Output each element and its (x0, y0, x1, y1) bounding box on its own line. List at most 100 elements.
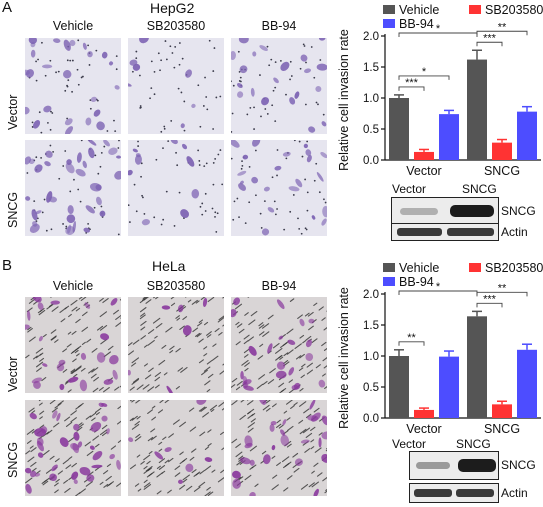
y-tick-label: 1.0 (363, 93, 379, 105)
bar-sncg-sb203580 (492, 404, 512, 418)
legend-entry-bb-94: BB-94 (383, 17, 434, 31)
panel-b-col-label-bb94: BB-94 (261, 279, 297, 293)
significance-bracket: * (398, 23, 478, 37)
panel-a-blot-label-sncg: SNCG (501, 204, 536, 218)
panel-a-col-label-bb94: BB-94 (261, 19, 297, 33)
panel-b-micrograph-vector-vehicle (20, 293, 127, 393)
panel-a-row-label-vector: Vector (6, 94, 20, 130)
bar-sncg-vehicle (467, 59, 487, 161)
panel-b-invasion-bar-chart: Vehicle SB203580 BB-94 Relative cell invasi… (337, 261, 543, 436)
panel-a-col-label-vehicle: Vehicle (52, 19, 94, 33)
svg-text:BB-94: BB-94 (399, 17, 434, 31)
bar-vector-bb-94 (439, 114, 459, 160)
panel-a-blot-lane-vector: Vector (392, 182, 427, 196)
bar-vector-sb203580 (414, 151, 434, 160)
y-axis-label: Relative cell invasion rate (337, 287, 351, 429)
svg-text:*: * (422, 66, 427, 78)
y-axis-label: Relative cell invasion rate (337, 29, 351, 171)
legend-entry-bb-94: BB-94 (383, 275, 434, 289)
panel-a-blot-lane-sncg: SNCG (462, 182, 497, 196)
legend-entry-sb203580: SB203580 (469, 3, 543, 17)
panel-letter-b: B (2, 257, 13, 274)
panel-b-blot-label-actin: Actin (501, 486, 528, 500)
svg-text:Vehicle: Vehicle (399, 3, 439, 17)
panel-b-blot-actin-band-vector (414, 489, 452, 497)
svg-text:*: * (436, 281, 441, 293)
legend-entry-vehicle: Vehicle (383, 261, 439, 275)
panel-a-micrograph-sncg-vehicle (24, 138, 124, 236)
panel-letter-a: A (2, 0, 13, 16)
legend-entry-sb203580: SB203580 (469, 261, 543, 275)
bar-vector-sb203580 (414, 409, 434, 418)
significance-bracket: * (398, 281, 478, 295)
panel-b-blot-sncg-band-box (409, 451, 499, 480)
bar-sncg-sb203580 (492, 142, 512, 160)
panel-b-blot-sncg-band-vector (416, 462, 450, 469)
bar-sncg-bb-94 (517, 111, 537, 160)
x-category-label: Vector (406, 422, 441, 436)
significance-bracket: *** (476, 293, 503, 308)
panel-a-blot-actin-band-sncg (447, 228, 494, 236)
x-category-label: SNCG (484, 422, 520, 436)
significance-bracket: *** (398, 77, 425, 91)
panel-b-cell-line-title: HeLa (152, 258, 186, 274)
panel-a-blot-actin-band-vector (397, 228, 442, 236)
panel-a-micrograph-sncg-sb203580 (126, 137, 224, 236)
panel-a-micrograph-vector-sb203580 (124, 33, 224, 134)
panel-b-blot-lane-vector: Vector (392, 437, 427, 451)
bar-vector-vehicle (389, 356, 409, 418)
panel-b-blot-label-sncg: SNCG (501, 458, 536, 472)
x-category-label: Vector (406, 164, 441, 178)
y-tick-label: 0.0 (363, 155, 379, 167)
y-tick-label: 0.5 (363, 124, 379, 136)
panel-a-invasion-bar-chart: Vehicle SB203580 BB-94 Relative cell invasi… (337, 3, 543, 178)
svg-text:***: *** (405, 77, 419, 89)
bar-sncg-bb-94 (517, 349, 537, 418)
panel-b-blot-sncg-band-sncg (458, 459, 496, 472)
y-tick-label: 1.5 (363, 62, 379, 74)
panel-b-micrograph-sncg-vehicle (24, 396, 125, 497)
panel-a-blot-sncg-band-vector (400, 208, 438, 215)
svg-text:SB203580: SB203580 (485, 3, 543, 17)
panel-a-blot-sncg-band-sncg (450, 205, 494, 217)
significance-bracket: *** (476, 32, 503, 47)
panel-a-micrograph-vector-bb94 (229, 35, 328, 134)
panel-b-micrograph-sncg-bb94 (231, 395, 334, 499)
svg-text:**: ** (498, 21, 507, 33)
panel-b-row-label-vector: Vector (6, 356, 20, 392)
y-tick-label: 2.0 (363, 289, 379, 301)
panel-b-col-label-vehicle: Vehicle (52, 279, 94, 293)
panel-b-blot-actin-band-box (409, 483, 499, 503)
bar-sncg-vehicle (467, 316, 487, 418)
svg-text:***: *** (483, 32, 497, 44)
significance-bracket: ** (398, 332, 425, 346)
svg-text:***: *** (483, 293, 497, 305)
x-category-label: SNCG (484, 164, 520, 178)
y-tick-label: 1.5 (363, 320, 379, 332)
y-tick-label: 2.0 (363, 31, 379, 43)
legend-entry-vehicle: Vehicle (383, 3, 439, 17)
panel-a-blot-label-actin: Actin (501, 225, 528, 239)
svg-text:*: * (436, 23, 441, 35)
panel-b-micrograph-vector-bb94 (229, 294, 333, 394)
svg-text:BB-94: BB-94 (399, 275, 434, 289)
panel-a-cell-line-title: HepG2 (150, 0, 195, 16)
significance-bracket: * (398, 66, 450, 80)
panel-b-row-label-sncg: SNCG (6, 441, 20, 478)
panel-b-micrograph-vector-sb203580 (127, 293, 229, 396)
y-tick-label: 1.0 (363, 351, 379, 363)
svg-text:Vehicle: Vehicle (399, 261, 439, 275)
panel-b-blot-lane-sncg: SNCG (456, 437, 491, 451)
svg-text:**: ** (407, 332, 416, 344)
panel-a-col-label-sb203580: SB203580 (146, 19, 206, 33)
panel-b-micrograph-sncg-sb203580 (128, 395, 228, 497)
y-tick-label: 0.0 (363, 413, 379, 425)
bar-vector-bb-94 (439, 356, 459, 418)
bar-vector-vehicle (389, 98, 409, 160)
panel-a-micrograph-vector-vehicle (21, 35, 121, 136)
panel-a-row-label-sncg: SNCG (6, 191, 20, 228)
y-tick-label: 0.5 (363, 382, 379, 394)
panel-a-micrograph-sncg-bb94 (229, 136, 330, 236)
panel-a-blot-actin-band-box (391, 223, 499, 241)
svg-text:**: ** (498, 282, 507, 294)
